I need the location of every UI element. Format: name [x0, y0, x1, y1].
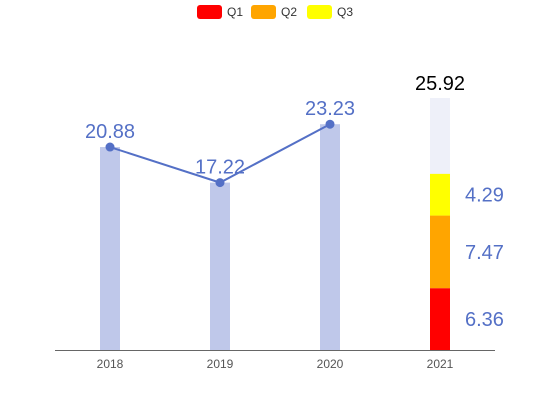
line-point-2018 [105, 142, 115, 152]
legend-swatch-q3 [307, 5, 332, 19]
value-labels: 6.36 7.47 4.29 25.92 20.88 17.22 23.23 [85, 73, 504, 331]
legend-swatch-q1 [197, 5, 222, 19]
data-label-2018: 20.88 [85, 121, 135, 143]
bar-2021-q2 [430, 215, 450, 289]
legend-item-q2[interactable]: Q2 [251, 5, 297, 19]
total-label-2021: 25.92 [415, 73, 465, 95]
bar-2021-q1 [430, 288, 450, 350]
x-tick-label-2020: 2020 [317, 357, 344, 371]
data-label-2019: 17.22 [195, 157, 245, 179]
legend-item-q1[interactable]: Q1 [197, 5, 243, 19]
bar-2018 [100, 147, 120, 350]
bars [100, 124, 340, 350]
legend-item-q3[interactable]: Q3 [307, 5, 353, 19]
line-series [105, 119, 335, 188]
bar-2021-q3 [430, 173, 450, 216]
data-label-2021-q3: 4.29 [465, 185, 504, 207]
data-label-2021-q1: 6.36 [465, 309, 504, 331]
line-point-2019 [215, 178, 225, 188]
legend-label-q3: Q3 [337, 5, 353, 19]
x-axis-ticks: 2018 2019 2020 2021 [97, 357, 454, 371]
x-tick-label-2021: 2021 [427, 357, 454, 371]
x-tick-label-2019: 2019 [207, 357, 234, 371]
x-tick-label-2018: 2018 [97, 357, 124, 371]
legend[interactable]: Q1 Q2 Q3 [197, 5, 353, 19]
bar-2019 [210, 182, 230, 350]
legend-label-q2: Q2 [281, 5, 297, 19]
legend-label-q1: Q1 [227, 5, 243, 19]
bar-2020 [320, 124, 340, 350]
data-label-2021-q2: 7.47 [465, 242, 504, 264]
legend-swatch-q2 [251, 5, 276, 19]
stacked-bar-2021 [430, 98, 450, 350]
line-point-2020 [325, 119, 335, 129]
data-label-2020: 23.23 [305, 98, 355, 120]
